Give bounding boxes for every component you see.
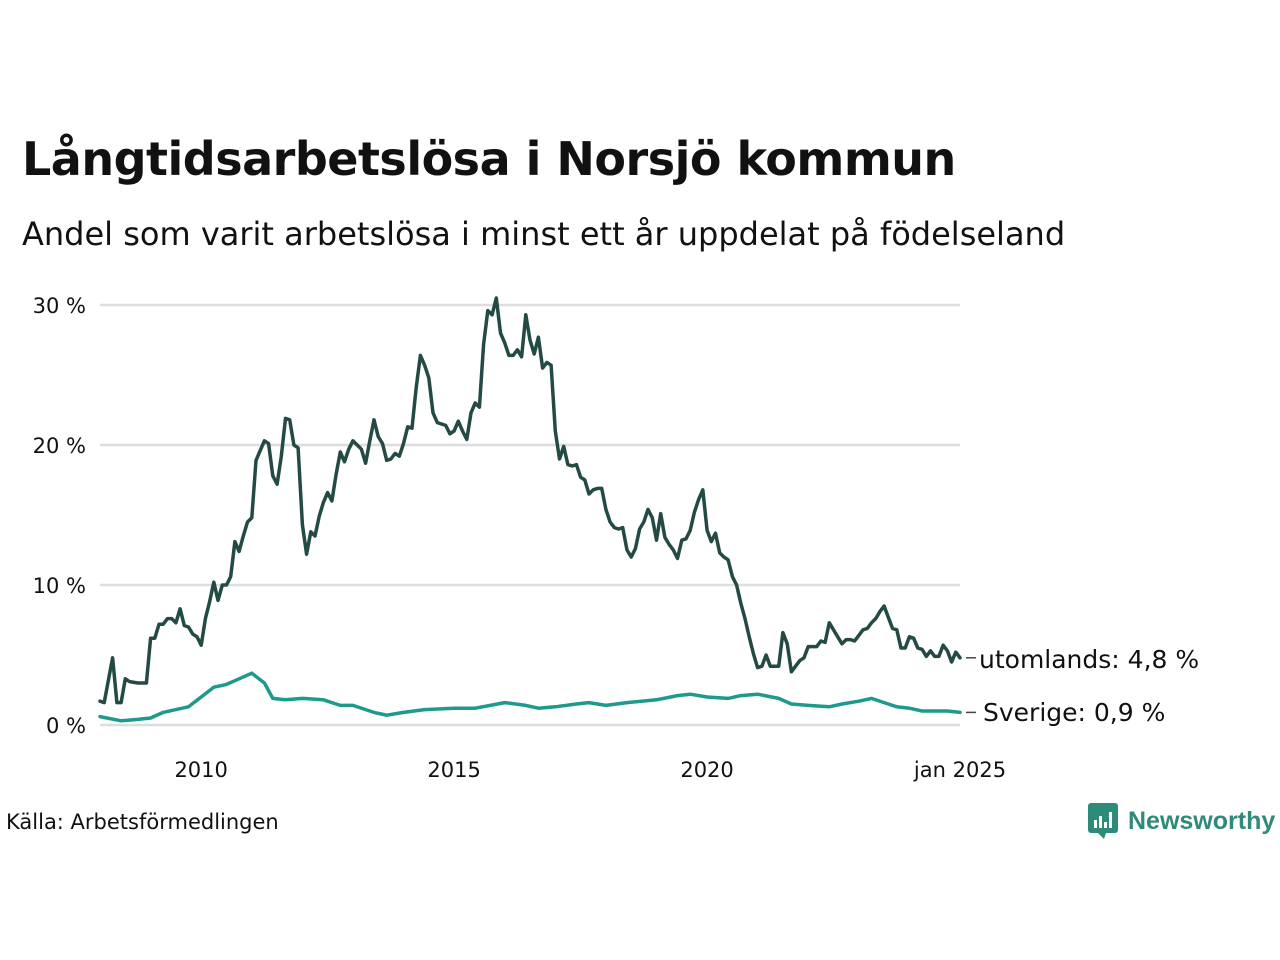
source-note: Källa: Arbetsförmedlingen [6, 810, 279, 834]
gridlines [100, 303, 960, 727]
x-tick-label: 2015 [427, 758, 480, 782]
end-labels: utomlands: 4,8 % Sverige: 0,9 % [966, 645, 1199, 727]
end-label-sverige: Sverige: 0,9 % [983, 698, 1165, 727]
newsworthy-logo-icon [1088, 803, 1118, 839]
brand-logo[interactable]: Newsworthy [1088, 803, 1275, 839]
x-axis: 2010 2015 2020 jan 2025 [174, 758, 1006, 782]
x-tick-label: jan 2025 [913, 758, 1006, 782]
y-tick-label: 10 % [33, 574, 86, 598]
end-label-utomlands: utomlands: 4,8 % [979, 645, 1199, 674]
series-lines [98, 296, 962, 723]
x-tick-label: 2020 [680, 758, 733, 782]
y-tick-label: 0 % [46, 714, 86, 738]
chart-subtitle: Andel som varit arbetslösa i minst ett å… [22, 215, 1066, 253]
y-tick-label: 30 % [33, 294, 86, 318]
y-axis: 0 % 10 % 20 % 30 % [33, 294, 86, 738]
series-line-sverige [98, 671, 962, 723]
chart-title: Långtidsarbetslösa i Norsjö kommun [22, 132, 956, 186]
series-line-utomlands [98, 296, 962, 705]
y-tick-label: 20 % [33, 434, 86, 458]
x-tick-label: 2010 [174, 758, 227, 782]
brand-name: Newsworthy [1128, 806, 1276, 835]
